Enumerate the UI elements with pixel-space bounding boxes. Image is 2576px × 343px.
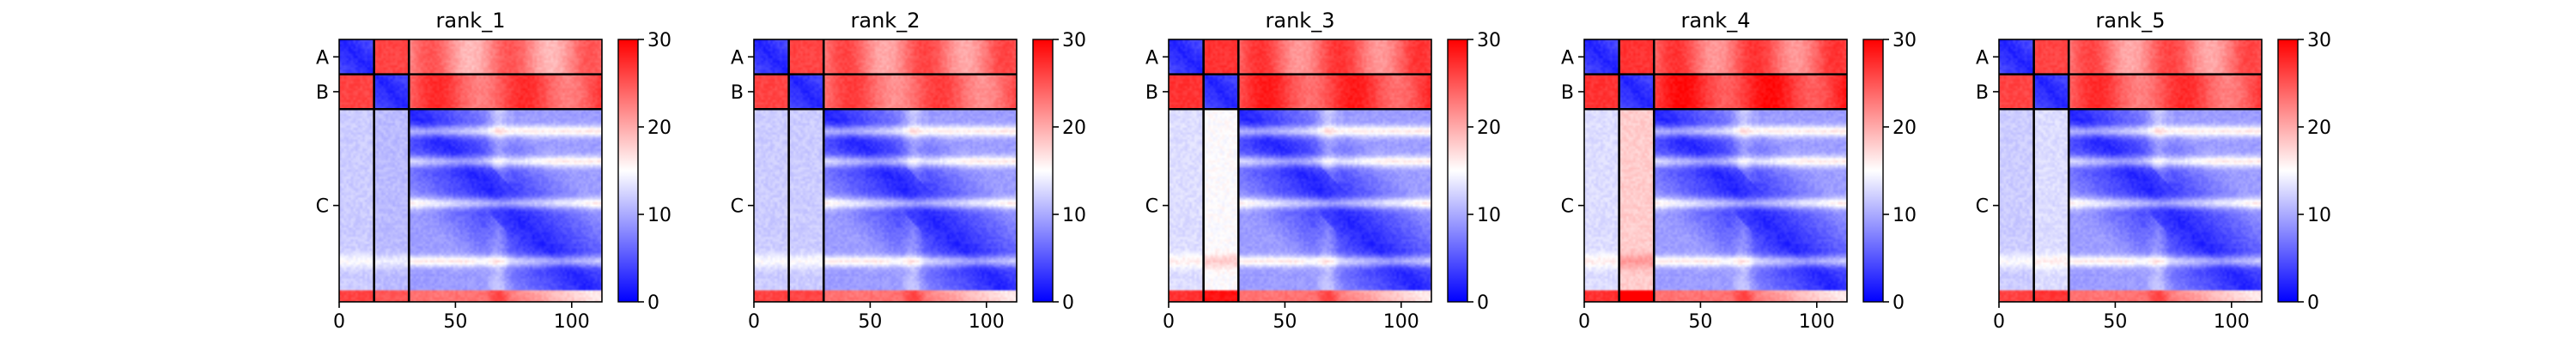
x-tick-label: 50 xyxy=(858,311,882,333)
x-tick-label: 0 xyxy=(1578,311,1590,333)
panel-title: rank_3 xyxy=(1266,9,1335,33)
chain-label: B xyxy=(316,82,329,104)
x-tick-label: 0 xyxy=(1993,311,2005,333)
panel-title: rank_1 xyxy=(436,9,506,33)
chain-label: B xyxy=(1976,82,1989,104)
pae-panel-1: rank_1 AB C 0 50 100 0 10 20 30 xyxy=(316,9,671,333)
chain-label: C xyxy=(316,196,329,218)
colorbar-tick-label: 20 xyxy=(1062,117,1086,139)
colorbar-tick-label: 10 xyxy=(1893,205,1917,226)
chain-label: A xyxy=(316,47,329,69)
colorbar-tick-label: 30 xyxy=(1062,30,1086,51)
x-tick-label: 50 xyxy=(2103,311,2127,333)
colorbar-tick-label: 0 xyxy=(1893,292,1905,314)
colorbar-tick-label: 0 xyxy=(1062,292,1074,314)
colorbar-tick-label: 30 xyxy=(1893,30,1917,51)
pae-heatmap xyxy=(339,39,602,302)
x-tick-label: 100 xyxy=(969,311,1005,333)
panel-title: rank_2 xyxy=(851,9,920,33)
x-tick-label: 100 xyxy=(554,311,590,333)
colorbar xyxy=(1448,39,1467,302)
pae-heatmap xyxy=(1169,39,1431,302)
colorbar-tick-label: 20 xyxy=(647,117,671,139)
colorbar-tick-label: 10 xyxy=(647,205,671,226)
x-tick-label: 50 xyxy=(443,311,467,333)
colorbar-tick-label: 30 xyxy=(1477,30,1501,51)
chain-label: C xyxy=(1145,196,1158,218)
x-tick-label: 100 xyxy=(1383,311,1419,333)
x-tick-label: 0 xyxy=(748,311,760,333)
chain-label: A xyxy=(731,47,744,69)
chain-label: C xyxy=(731,196,744,218)
colorbar xyxy=(618,39,638,302)
pae-panel-3: rank_3 AB C 0 50 100 0 10 20 30 xyxy=(1145,9,1501,333)
chain-label: A xyxy=(1145,47,1158,69)
colorbar-tick-label: 20 xyxy=(2307,117,2331,139)
chain-label: B xyxy=(1561,82,1574,104)
pae-heatmap xyxy=(1584,39,1847,302)
colorbar-tick-label: 20 xyxy=(1893,117,1917,139)
chain-label: B xyxy=(731,82,744,104)
x-tick-label: 100 xyxy=(1799,311,1835,333)
panel-title: rank_4 xyxy=(1681,9,1751,33)
x-tick-label: 0 xyxy=(1163,311,1175,333)
colorbar-tick-label: 10 xyxy=(1062,205,1086,226)
chain-label: C xyxy=(1976,196,1989,218)
chain-label: C xyxy=(1561,196,1574,218)
panel-title: rank_5 xyxy=(2096,9,2166,33)
chain-label: A xyxy=(1561,47,1574,69)
colorbar-tick-label: 30 xyxy=(647,30,671,51)
pae-panel-2: rank_2 AB C 0 50 100 0 10 20 30 xyxy=(731,9,1086,333)
colorbar-tick-label: 10 xyxy=(1477,205,1501,226)
colorbar-tick-label: 0 xyxy=(647,292,659,314)
x-tick-label: 50 xyxy=(1688,311,1712,333)
colorbar xyxy=(1033,39,1053,302)
x-tick-label: 50 xyxy=(1273,311,1297,333)
chain-label: B xyxy=(1145,82,1158,104)
colorbar-tick-label: 0 xyxy=(2307,292,2319,314)
colorbar xyxy=(1863,39,1883,302)
x-tick-label: 0 xyxy=(333,311,345,333)
pae-heatmap xyxy=(1999,39,2262,302)
chain-label: A xyxy=(1976,47,1989,69)
pae-heatmap xyxy=(754,39,1017,302)
colorbar-tick-label: 30 xyxy=(2307,30,2331,51)
colorbar-tick-label: 10 xyxy=(2307,205,2331,226)
colorbar-tick-label: 20 xyxy=(1477,117,1501,139)
pae-panel-4: rank_4 AB C 0 50 100 0 10 20 30 xyxy=(1561,9,1917,333)
x-tick-label: 100 xyxy=(2214,311,2250,333)
colorbar-tick-label: 0 xyxy=(1477,292,1489,314)
colorbar xyxy=(2278,39,2298,302)
pae-panel-5: rank_5 AB C 0 50 100 0 10 20 30 xyxy=(1976,9,2331,333)
